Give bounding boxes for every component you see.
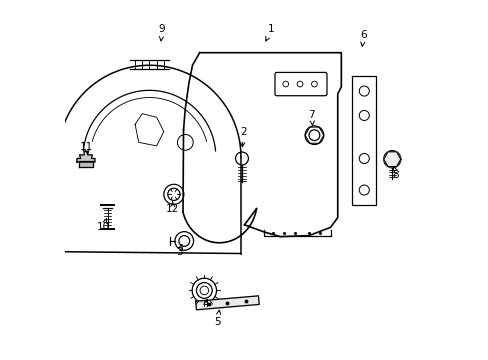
Polygon shape [43,94,53,112]
Polygon shape [43,180,53,198]
Polygon shape [383,152,400,167]
Polygon shape [43,151,53,169]
Text: 12: 12 [166,202,179,215]
Text: 5: 5 [214,310,221,327]
Text: 11: 11 [80,142,93,155]
Polygon shape [77,151,95,162]
Polygon shape [43,209,53,226]
Text: 10: 10 [97,219,110,231]
Text: 6: 6 [360,30,366,46]
Polygon shape [79,161,93,167]
Text: 8: 8 [392,167,398,180]
Text: 7: 7 [308,111,315,126]
Text: 9: 9 [159,24,165,41]
Text: 3: 3 [176,244,182,257]
Polygon shape [43,123,53,140]
Text: 4: 4 [203,299,209,309]
Polygon shape [195,296,259,310]
Text: 2: 2 [240,127,246,147]
Text: 1: 1 [265,24,274,41]
